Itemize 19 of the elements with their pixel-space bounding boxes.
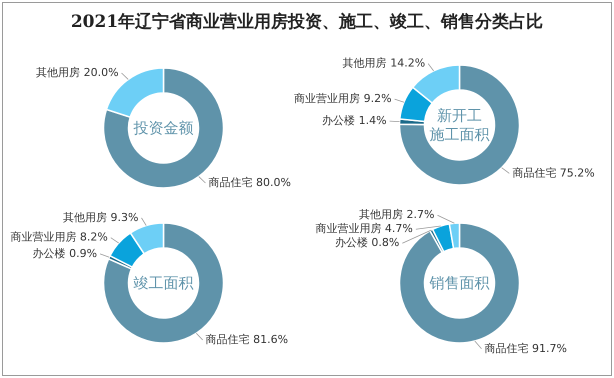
- text: 竣工面积: [134, 274, 194, 292]
- slice-label: 其他用房 9.3%: [63, 210, 138, 224]
- slice-label: 办公楼 1.4%: [322, 114, 387, 128]
- slice-label: 商品住宅 75.2%: [512, 166, 595, 180]
- slice-label: 其他用房 20.0%: [36, 66, 119, 79]
- slice-label: 商品住宅 81.6%: [206, 332, 288, 346]
- slice-label: 办公楼 0.9%: [32, 246, 98, 260]
- text: 新开工施工面积: [430, 106, 490, 144]
- chart-title: 2021年辽宁省商业营业用房投资、施工、竣工、销售分类占比: [70, 11, 544, 33]
- slice-label: 商业营业用房 8.2%: [10, 230, 108, 244]
- slice-label: 商业营业用房 4.7%: [315, 222, 413, 236]
- slice-label: 商品住宅 91.7%: [484, 342, 567, 355]
- text: 投资金额: [132, 119, 194, 137]
- slice-label: 其他用房 2.7%: [359, 208, 434, 222]
- slice-label: 办公楼 0.8%: [334, 236, 400, 250]
- slice-label: 商品住宅 80.0%: [208, 176, 291, 190]
- text: 销售面积: [428, 274, 490, 292]
- slice-label: 其他用房 14.2%: [342, 56, 426, 70]
- slice-label: 商业营业用房 9.2%: [294, 92, 392, 106]
